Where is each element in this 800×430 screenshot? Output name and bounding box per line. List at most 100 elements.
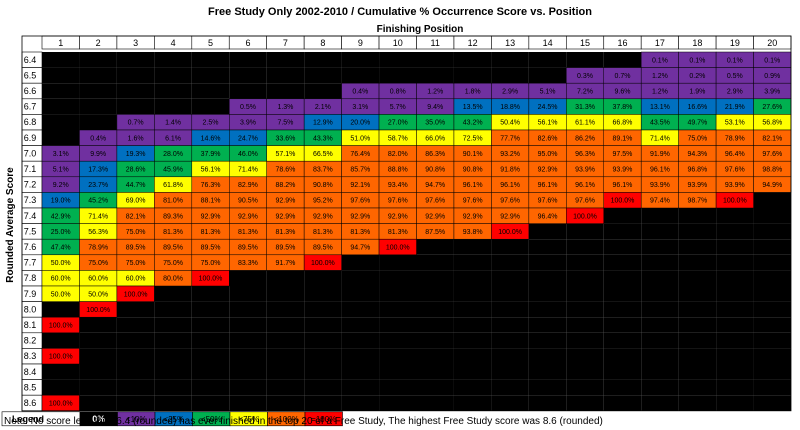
heatmap-cell (379, 395, 417, 411)
heatmap-cell (528, 317, 567, 333)
heatmap-cell (528, 239, 567, 255)
heatmap-cell (603, 348, 642, 364)
cell-value-label: 97.6% (388, 198, 408, 205)
heatmap-cell (116, 98, 155, 115)
cell-value-label: 0.1% (727, 57, 743, 64)
heatmap-cell (453, 286, 492, 302)
y-axis-label: Rounded Average Score (5, 167, 16, 283)
cell-value-label: 1.2% (427, 89, 443, 96)
heatmap-cell (191, 348, 230, 364)
row-score-label: 7.7 (24, 258, 37, 268)
heatmap-cell (379, 379, 417, 396)
heatmap-cell (341, 301, 380, 318)
cell-value-label: 82.1% (762, 135, 782, 142)
heatmap-cell (753, 208, 791, 224)
cell-value-label: 1.4% (165, 120, 181, 127)
cell-value-label: 21.9% (725, 104, 745, 111)
heatmap-cell (453, 52, 492, 68)
cell-value-label: 81.3% (388, 229, 408, 236)
heatmap-cell (716, 301, 754, 318)
row-score-label: 8.5 (24, 382, 37, 392)
cell-value-label: 91.8% (500, 167, 520, 174)
heatmap-cell (566, 379, 604, 396)
cell-value-label: 96.1% (500, 182, 520, 189)
cell-value-label: 100.0% (573, 213, 597, 220)
heatmap-cell (491, 67, 529, 84)
cell-value-label: 17.3% (88, 167, 108, 174)
heatmap-cell (641, 395, 679, 411)
cell-value-label: 1.2% (652, 89, 668, 96)
heatmap-cell (304, 332, 342, 349)
column-header-label: 1 (58, 38, 63, 48)
row-score-label: 7.1 (24, 164, 37, 174)
row-score-label: 6.5 (24, 70, 37, 80)
heatmap-cell (641, 286, 679, 302)
cell-value-label: 71.4% (238, 167, 258, 174)
heatmap-cell (753, 364, 791, 380)
cell-value-label: 90.8% (425, 167, 445, 174)
heatmap-cell (566, 270, 604, 286)
heatmap-cell (603, 223, 642, 240)
heatmap-cell (304, 395, 342, 411)
heatmap-cell (229, 395, 267, 411)
heatmap-cell (641, 379, 679, 396)
heatmap-cell (266, 83, 305, 99)
cell-value-label: 28.0% (163, 151, 183, 158)
cell-value-label: 82.6% (538, 135, 558, 142)
cell-value-label: 37.9% (201, 151, 221, 158)
heatmap-cell (416, 239, 454, 255)
heatmap-cell (79, 98, 117, 115)
column-header-label: 2 (96, 38, 101, 48)
heatmap-cell (453, 317, 492, 333)
heatmap-cell (453, 332, 492, 349)
cell-value-label: 18.8% (500, 104, 520, 111)
heatmap-cell (266, 364, 305, 380)
heatmap-cell (79, 348, 117, 364)
cell-value-label: 0.7% (614, 73, 630, 80)
cell-value-label: 1.2% (652, 73, 668, 80)
cell-value-label: 25.0% (51, 229, 71, 236)
heatmap-cell (266, 67, 305, 84)
heatmap-cell (416, 395, 454, 411)
heatmap-cell (716, 254, 754, 271)
heatmap-cell (641, 364, 679, 380)
heatmap-cell (341, 286, 380, 302)
cell-value-label: 97.6% (500, 198, 520, 205)
cell-value-label: 91.9% (650, 151, 670, 158)
heatmap-cell (528, 67, 567, 84)
heatmap-cell (304, 317, 342, 333)
cell-value-label: 100.0% (49, 354, 73, 361)
cell-value-label: 100.0% (311, 260, 335, 267)
cell-value-label: 61.8% (163, 182, 183, 189)
heatmap-cell (491, 395, 529, 411)
heatmap-cell (154, 98, 192, 115)
cell-value-label: 78.9% (88, 245, 108, 252)
heatmap-cell (79, 83, 117, 99)
cell-value-label: 0.4% (352, 89, 368, 96)
cell-value-label: 95.2% (313, 198, 333, 205)
cell-value-label: 78.9% (725, 135, 745, 142)
heatmap-cell (116, 67, 155, 84)
heatmap-cell (191, 286, 230, 302)
heatmap-cell (491, 379, 529, 396)
column-header-label: 17 (655, 38, 665, 48)
heatmap-cell (79, 332, 117, 349)
cell-value-label: 96.4% (538, 213, 558, 220)
cell-value-label: 93.8% (463, 229, 483, 236)
heatmap-cell (379, 254, 417, 271)
cell-value-label: 89.5% (163, 245, 183, 252)
cell-value-label: 72.5% (463, 135, 483, 142)
heatmap-cell (229, 52, 267, 68)
cell-value-label: 3.1% (352, 104, 368, 111)
cell-value-label: 100.0% (611, 198, 635, 205)
heatmap-cell (116, 83, 155, 99)
heatmap-cell (491, 364, 529, 380)
heatmap-cell (716, 239, 754, 255)
row-score-label: 7.5 (24, 226, 37, 236)
heatmap-cell (229, 364, 267, 380)
heatmap-cell (453, 364, 492, 380)
cell-value-label: 43.2% (463, 120, 483, 127)
column-header-label: 11 (431, 38, 440, 48)
row-score-label: 7.3 (24, 195, 37, 205)
cell-value-label: 75.0% (201, 260, 221, 267)
